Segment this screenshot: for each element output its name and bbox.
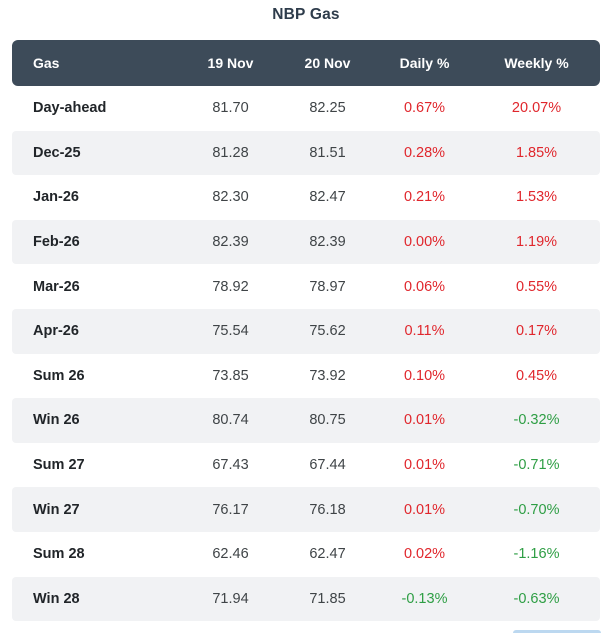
table-header: Gas 19 Nov 20 Nov Daily % Weekly % — [12, 40, 600, 86]
price-table: Gas 19 Nov 20 Nov Daily % Weekly % Day-a… — [12, 40, 600, 622]
cell-nov20: 76.18 — [279, 487, 376, 532]
cell-nov19: 78.92 — [212, 278, 249, 295]
cell-weekly: -0.63% — [473, 576, 600, 622]
row-label: Feb-26 — [12, 219, 182, 265]
row-label: Sum 26 — [33, 367, 85, 384]
cell-nov19: 80.74 — [182, 398, 279, 443]
table-row: Sum 26 73.85 73.92 0.10% 0.45% — [12, 354, 600, 399]
table-row: Sum 27 67.43 67.44 0.01% -0.71% — [12, 443, 600, 488]
table-row: Dec-25 81.28 81.51 0.28% 1.85% — [12, 130, 600, 176]
cell-daily: 0.01% — [376, 487, 473, 532]
cell-nov19: 73.85 — [212, 367, 249, 384]
page-title: NBP Gas — [272, 6, 340, 23]
cell-weekly: -0.71% — [513, 457, 560, 474]
table-body: Day-ahead 81.70 82.25 0.67% 20.07% Dec-25 81.2… — [12, 86, 600, 622]
cell-weekly: 1.53% — [515, 189, 558, 206]
cell-nov20: 82.25 — [309, 100, 346, 117]
cell-weekly: 20.07% — [511, 100, 562, 117]
cell-nov20: 78.97 — [309, 278, 346, 295]
cell-nov20: 81.51 — [279, 130, 376, 176]
cell-weekly: -0.70% — [473, 487, 600, 532]
cell-nov19: 76.17 — [182, 487, 279, 532]
cell-nov19: 82.39 — [182, 219, 279, 265]
column-header-weekly: Weekly % — [473, 40, 600, 86]
row-label: Jan-26 — [33, 189, 79, 206]
column-header-daily: Daily % — [376, 40, 473, 86]
row-label: Sum 27 — [33, 457, 85, 474]
cell-nov20: 82.39 — [279, 219, 376, 265]
cell-daily: 0.01% — [403, 457, 446, 474]
table-row: Day-ahead 81.70 82.25 0.67% 20.07% — [12, 86, 600, 131]
table-row: Win 26 80.74 80.75 0.01% -0.32% — [12, 398, 600, 443]
table-row: Sum 28 62.46 62.47 0.02% -1.16% — [12, 532, 600, 577]
cell-daily: 0.01% — [376, 398, 473, 443]
cell-daily: 0.67% — [403, 100, 446, 117]
cell-daily: 0.06% — [403, 278, 446, 295]
cell-daily: 0.00% — [376, 219, 473, 265]
row-label: Win 28 — [12, 576, 182, 622]
table-row: Jan-26 82.30 82.47 0.21% 1.53% — [12, 175, 600, 220]
column-header-19nov: 19 Nov — [182, 40, 279, 86]
cell-daily: 0.21% — [403, 189, 446, 206]
cell-daily: 0.28% — [376, 130, 473, 176]
cell-nov19: 82.30 — [212, 189, 249, 206]
cell-weekly: 1.19% — [473, 219, 600, 265]
row-label: Sum 28 — [33, 546, 85, 563]
row-label: Day-ahead — [33, 100, 107, 117]
column-header-gas: Gas — [12, 40, 182, 86]
table-row: Apr-26 75.54 75.62 0.11% 0.17% — [12, 308, 600, 354]
cell-daily: 0.02% — [403, 546, 446, 563]
cell-nov20: 73.92 — [309, 367, 346, 384]
cell-nov20: 80.75 — [279, 398, 376, 443]
column-header-20nov: 20 Nov — [279, 40, 376, 86]
cell-weekly: 0.55% — [515, 278, 558, 295]
row-label: Mar-26 — [33, 278, 80, 295]
cell-weekly: 1.85% — [473, 130, 600, 176]
row-label: Apr-26 — [12, 308, 182, 354]
cell-nov19: 75.54 — [182, 308, 279, 354]
cell-daily: 0.11% — [376, 308, 473, 354]
table-row: Win 28 71.94 71.85 -0.13% -0.63% — [12, 576, 600, 622]
cell-nov20: 82.47 — [309, 189, 346, 206]
cell-nov19: 81.28 — [182, 130, 279, 176]
cell-nov20: 67.44 — [309, 457, 346, 474]
cell-weekly: -0.32% — [473, 398, 600, 443]
cell-nov19: 81.70 — [212, 100, 249, 117]
cell-weekly: 0.45% — [515, 367, 558, 384]
partial-bottom-control — [513, 630, 601, 633]
cell-weekly: -1.16% — [513, 546, 560, 563]
row-label: Dec-25 — [12, 130, 182, 176]
cell-nov19: 71.94 — [182, 576, 279, 622]
cell-daily: 0.10% — [403, 367, 446, 384]
table-row: Mar-26 78.92 78.97 0.06% 0.55% — [12, 264, 600, 309]
cell-daily: -0.13% — [376, 576, 473, 622]
cell-nov20: 75.62 — [279, 308, 376, 354]
price-table-container: Gas 19 Nov 20 Nov Daily % Weekly % Day-a… — [12, 40, 612, 622]
table-row: Win 27 76.17 76.18 0.01% -0.70% — [12, 487, 600, 532]
cell-weekly: 0.17% — [473, 308, 600, 354]
cell-nov19: 67.43 — [212, 457, 249, 474]
cell-nov19: 62.46 — [212, 546, 249, 563]
header-row: Gas 19 Nov 20 Nov Daily % Weekly % — [12, 40, 600, 86]
row-label: Win 27 — [12, 487, 182, 532]
row-label: Win 26 — [12, 398, 182, 443]
cell-nov20: 62.47 — [309, 546, 346, 563]
table-row: Feb-26 82.39 82.39 0.00% 1.19% — [12, 219, 600, 265]
cell-nov20: 71.85 — [279, 576, 376, 622]
